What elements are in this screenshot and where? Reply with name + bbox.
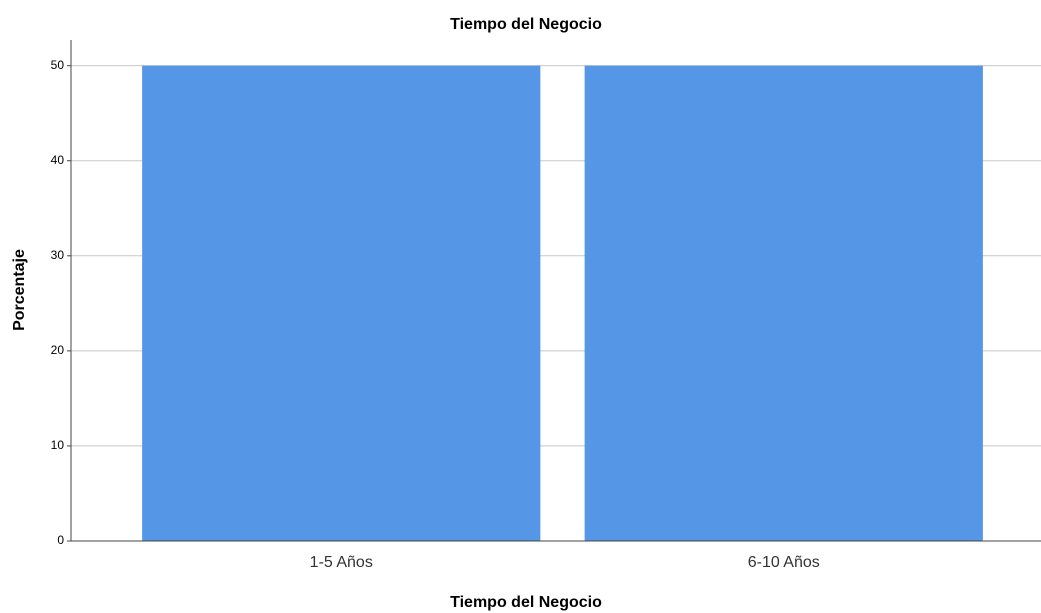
y-axis-label: Porcentaje: [11, 249, 28, 331]
y-tick-label: 20: [51, 343, 65, 357]
y-tick-label: 0: [57, 533, 64, 547]
y-tick-label: 50: [51, 58, 65, 72]
x-tick-label: 6-10 Años: [748, 554, 820, 571]
y-tick-label: 40: [51, 153, 65, 167]
x-axis-label: Tiempo del Negocio: [450, 594, 602, 611]
y-tick-label: 30: [51, 248, 65, 262]
y-tick-label: 10: [51, 438, 65, 452]
chart-title: Tiempo del Negocio: [450, 16, 602, 33]
x-tick-label: 1-5 Años: [310, 554, 373, 571]
bar: [584, 65, 983, 541]
bar: [142, 65, 541, 541]
